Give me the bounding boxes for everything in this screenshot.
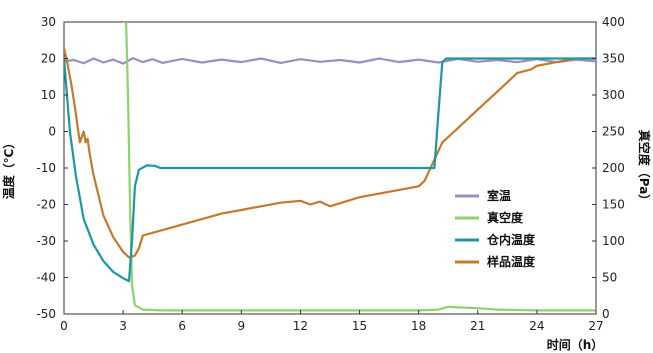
series-line-3 <box>64 57 596 283</box>
y-right-tick-label: 400 <box>602 15 625 29</box>
series-layer <box>64 22 596 312</box>
x-tick-label: 21 <box>470 319 485 333</box>
y-left-tick-label: -10 <box>36 161 56 175</box>
y-right-tick-label: 0 <box>602 307 610 321</box>
y-right-tick-label: 350 <box>602 52 625 66</box>
y-left-tick-label: -50 <box>36 307 56 321</box>
x-tick-label: 15 <box>352 319 367 333</box>
series-line-1 <box>64 56 596 65</box>
x-tick-label: 3 <box>119 319 127 333</box>
series-line-2 <box>122 22 596 312</box>
y-left-tick-label: -20 <box>36 198 56 212</box>
legend-label: 样品温度 <box>487 254 536 269</box>
y-right-tick-label: 100 <box>602 234 625 248</box>
x-tick-label: 24 <box>529 319 544 333</box>
y-left-tick-label: 30 <box>41 15 56 29</box>
x-tick-label: 18 <box>411 319 426 333</box>
x-tick-label: 6 <box>178 319 186 333</box>
legend-label: 室温 <box>487 188 511 203</box>
y-axis-left-label: 温度（℃） <box>1 137 16 200</box>
y-left-tick-label: 20 <box>41 52 56 66</box>
legend-label: 仓内温度 <box>486 232 536 247</box>
y-left-tick-label: 0 <box>48 125 56 139</box>
x-axis-label: 时间（h） <box>547 337 604 352</box>
x-tick-label: 9 <box>238 319 246 333</box>
x-tick-label: 12 <box>293 319 308 333</box>
legend-label: 真空度 <box>487 210 524 225</box>
series-line-4 <box>64 46 596 259</box>
y-right-tick-label: 50 <box>602 271 617 285</box>
y-left-tick-label: -40 <box>36 271 56 285</box>
x-tick-label: 27 <box>588 319 603 333</box>
y-right-tick-label: 250 <box>602 125 625 139</box>
y-left-tick-label: 10 <box>41 88 56 102</box>
y-axis-right-label: 真空度（Pa） <box>637 130 652 207</box>
y-right-tick-label: 200 <box>602 161 625 175</box>
x-tick-label: 0 <box>60 319 68 333</box>
axis-layer: 0 3 6 9 12 15 18 21 24 27-50-40-30-20-10010203005… <box>36 15 625 333</box>
y-left-tick-label: -30 <box>36 234 56 248</box>
y-right-tick-label: 300 <box>602 88 625 102</box>
y-right-tick-label: 150 <box>602 198 625 212</box>
